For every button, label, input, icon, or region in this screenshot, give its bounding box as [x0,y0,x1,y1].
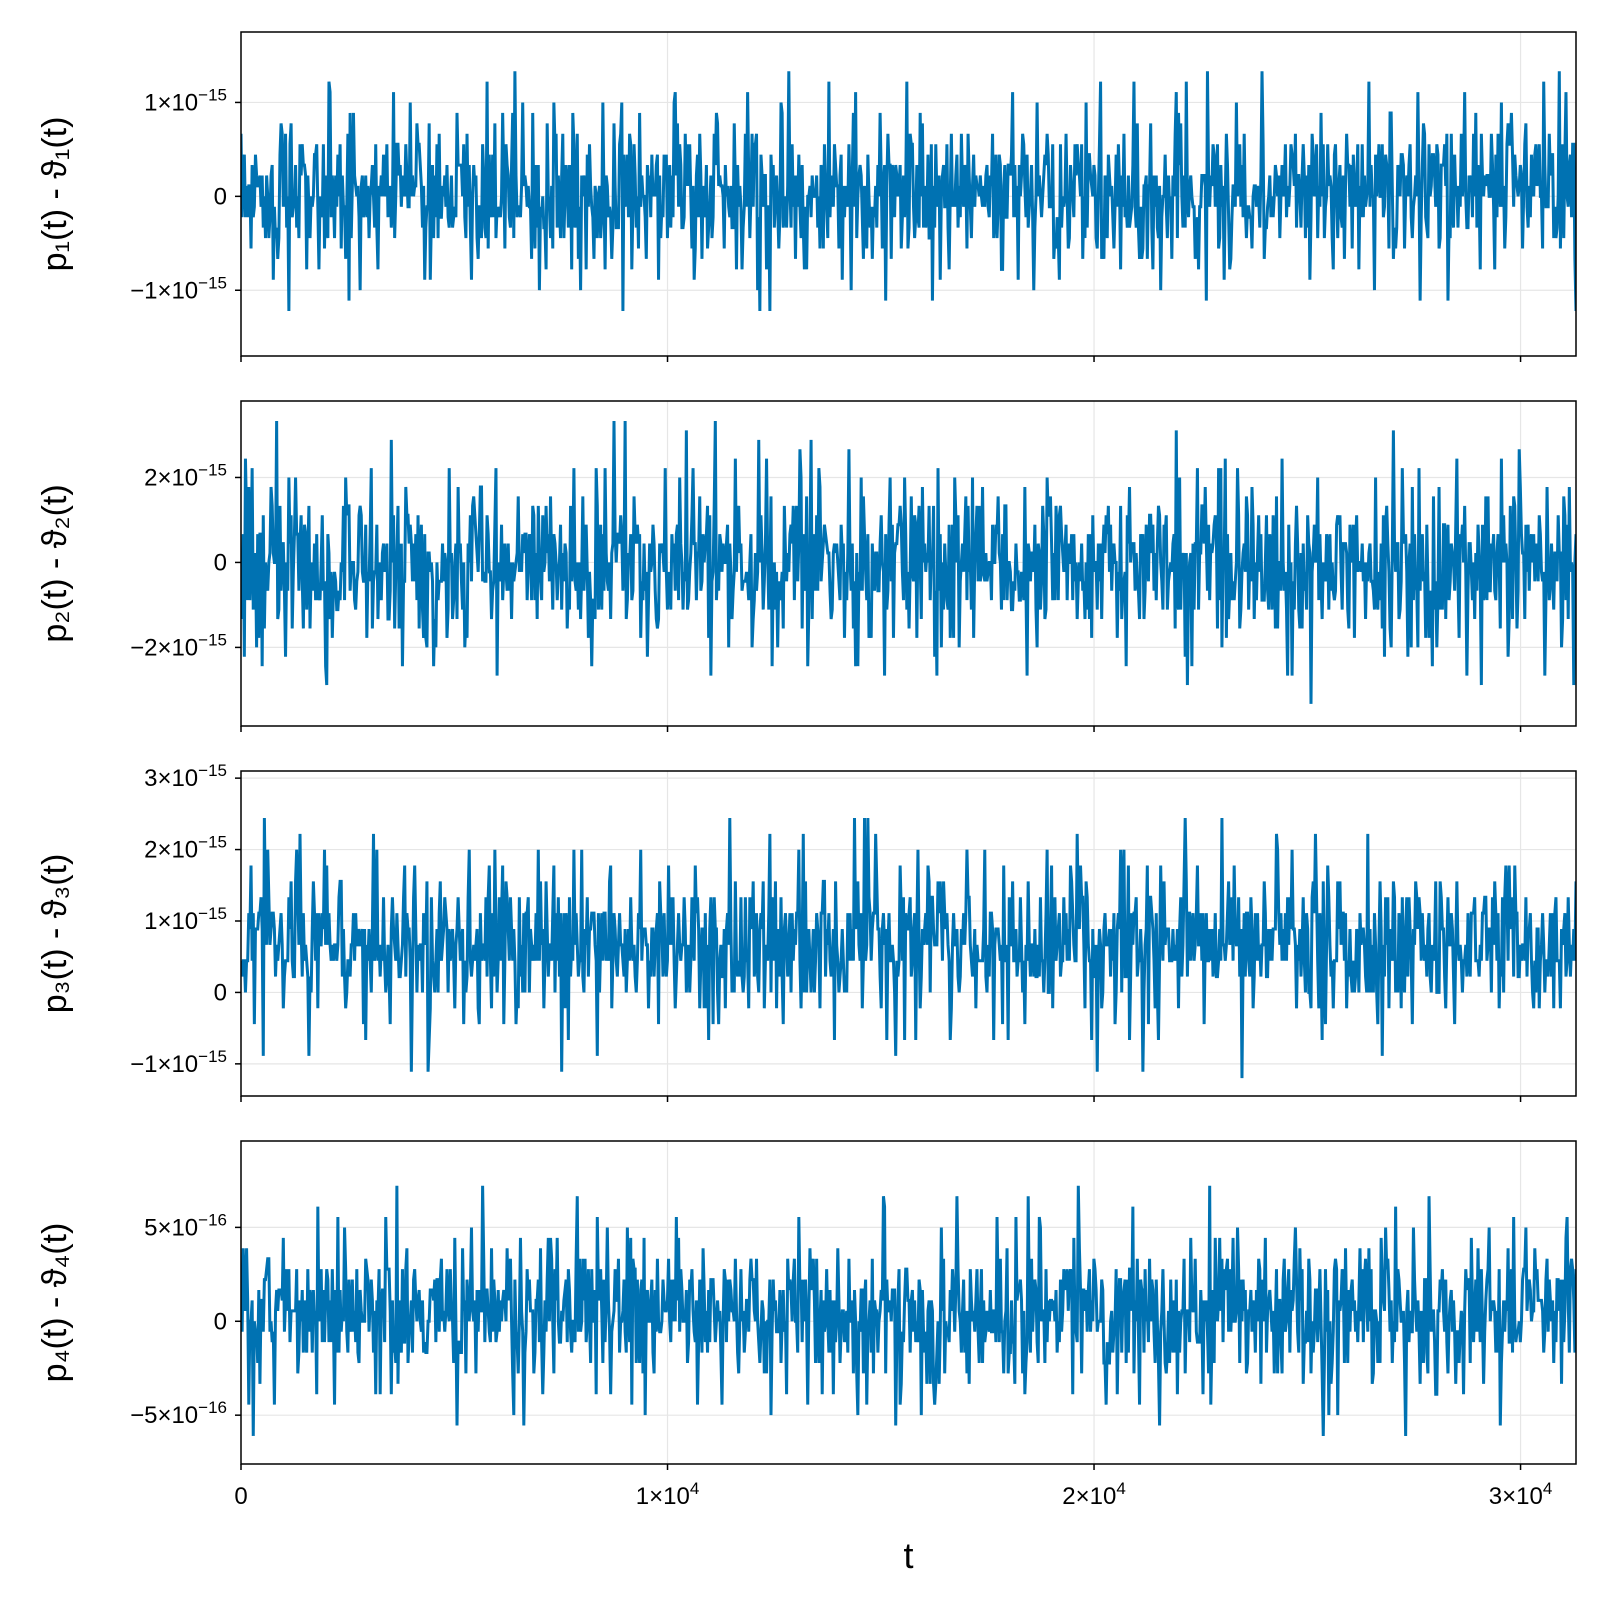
y-axis-label: p₁(t) - ϑ₁(t) [36,117,74,272]
x-tick-label: 3×104 [1489,1479,1553,1510]
y-tick-label: 2×10−15 [144,460,227,491]
x-axis-label: t [903,1535,913,1576]
y-tick-label: 3×10−15 [144,761,227,792]
series-line [241,420,1576,704]
y-axis-label: p₂(t) - ϑ₂(t) [36,484,74,642]
series-line [241,817,1576,1079]
y-tick-label: 1×10−15 [144,85,227,116]
panel-2: 2×10−15 0 −2×10−15 p₂(t) - ϑ₂(t) [36,400,1577,732]
x-tick-label: 1×104 [636,1479,700,1510]
axes-frame [240,400,1577,727]
axes-frame [240,770,1577,1097]
y-tick-label: 5×10−16 [144,1210,227,1241]
y-tick-label: −2×10−15 [130,630,227,661]
y-tick-label: 0 [214,979,227,1006]
y-axis-label: p₄(t) - ϑ₄(t) [36,1223,74,1383]
y-tick-label: −5×10−16 [130,1398,227,1429]
series-line [241,71,1576,312]
y-tick-label: 1×10−15 [144,904,227,935]
y-tick-label: 0 [214,1308,227,1335]
y-tick-label: −1×10−15 [130,1047,227,1078]
axes-frame [240,1140,1577,1465]
series-line [241,1185,1576,1436]
x-tick-label: 0 [234,1483,247,1510]
axes-frame [240,31,1577,357]
y-tick-label: 2×10−15 [144,833,227,864]
y-tick-label: −1×10−15 [130,273,227,304]
panel-3: 3×10−15 2×10−15 1×10−15 0 −1×10−15 p₃(t) - ϑ₃… [36,761,1577,1102]
x-tick-label: 2×104 [1062,1479,1126,1510]
y-tick-label: 0 [214,549,227,576]
y-tick-label: 0 [214,183,227,210]
panel-1: 1×10−15 0 −1×10−15 p₁(t) - ϑ₁(t) [36,31,1577,362]
panel-4: 5×10−16 0 −5×10−16 p₄(t) - ϑ₄(t) 0 1×104 2×104… [36,1140,1577,1576]
y-axis-label: p₃(t) - ϑ₃(t) [36,854,74,1014]
